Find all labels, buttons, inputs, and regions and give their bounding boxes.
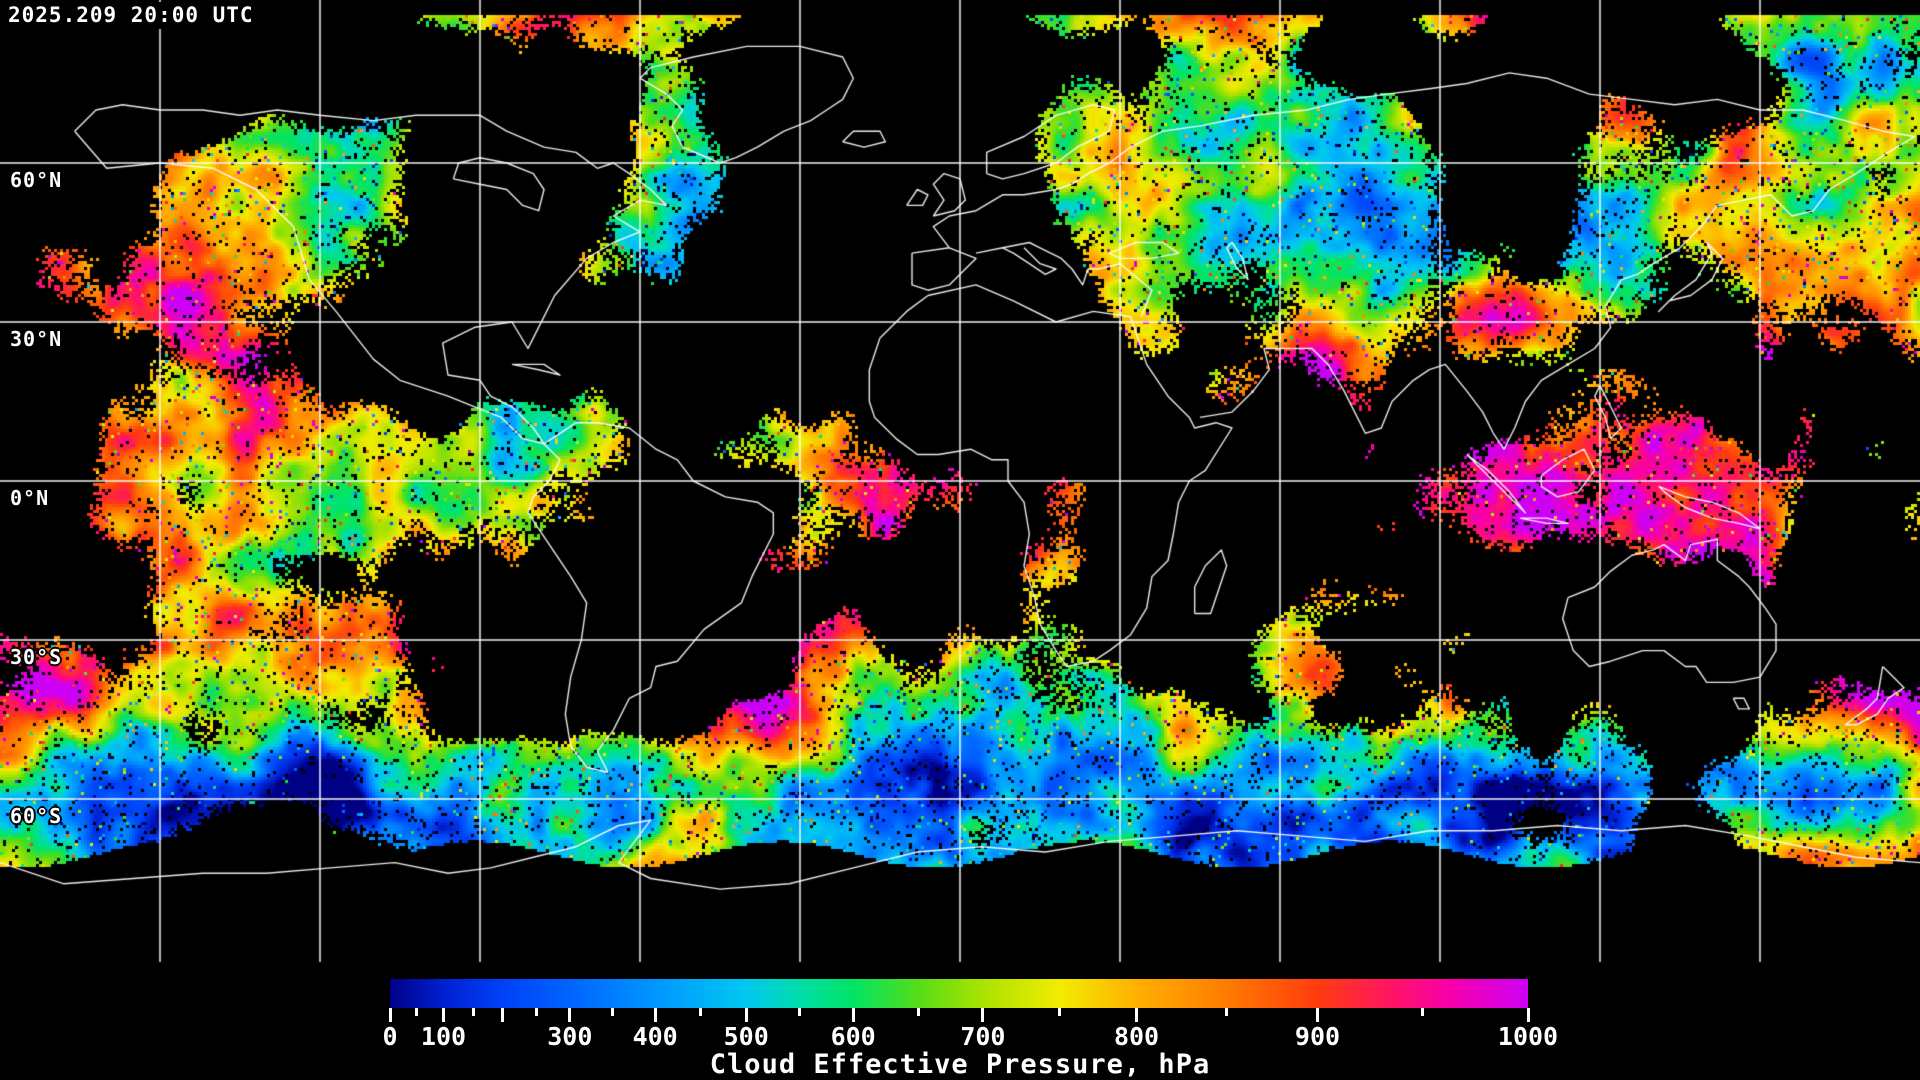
colorbar-tick — [1058, 1008, 1062, 1016]
colorbar-tick-label: 600 — [830, 1022, 876, 1051]
colorbar-tick — [1526, 1008, 1530, 1022]
latitude-label: 30°S — [10, 645, 63, 669]
colorbar-tick-label: 100 — [420, 1022, 467, 1051]
colorbar-tick — [916, 1008, 920, 1016]
colorbar-tick — [415, 1008, 419, 1016]
colorbar-tick — [1315, 1008, 1319, 1022]
latitude-label: 60°N — [10, 168, 63, 192]
colorbar-tick-label: 800 — [1113, 1022, 1160, 1051]
colorbar-tick — [798, 1008, 802, 1016]
timestamp: 2025.209 20:00 UTC — [8, 2, 262, 29]
latitude-label: 30°N — [10, 327, 63, 351]
colorbar-tick-label: 1000 — [1497, 1022, 1559, 1051]
colorbar-tick-label: 300 — [547, 1022, 593, 1051]
colorbar-tick — [501, 1008, 505, 1022]
colorbar-gradient — [390, 979, 1528, 1008]
colorbar-tick — [851, 1008, 855, 1022]
colorbar-tick-label: 500 — [723, 1022, 769, 1051]
latitude-label: 60°S — [10, 804, 63, 828]
colorbar-tick-label: 0 — [382, 1022, 398, 1051]
colorbar-tick-label: 900 — [1294, 1022, 1341, 1051]
colorbar-tick — [1225, 1008, 1229, 1016]
colorbar-tick — [610, 1008, 614, 1016]
colorbar-tick — [744, 1008, 748, 1022]
colorbar-tick — [441, 1008, 445, 1022]
latitude-label: 0°N — [10, 486, 50, 510]
colorbar-tick — [653, 1008, 657, 1022]
colorbar-tick — [981, 1008, 985, 1022]
colorbar-tick — [1421, 1008, 1425, 1016]
colorbar-tick — [568, 1008, 572, 1022]
colorbar-title: Cloud Effective Pressure, hPa — [709, 1049, 1211, 1080]
colorbar-tick — [534, 1008, 538, 1016]
colorbar-tick-label: 700 — [960, 1022, 1006, 1051]
colorbar-tick — [471, 1008, 475, 1016]
colorbar-tick — [1135, 1008, 1139, 1022]
cloud-pressure-map — [0, 0, 1920, 975]
colorbar-tick-label: 400 — [632, 1022, 678, 1051]
colorbar-tick — [388, 1008, 392, 1022]
colorbar-tick — [699, 1008, 703, 1016]
